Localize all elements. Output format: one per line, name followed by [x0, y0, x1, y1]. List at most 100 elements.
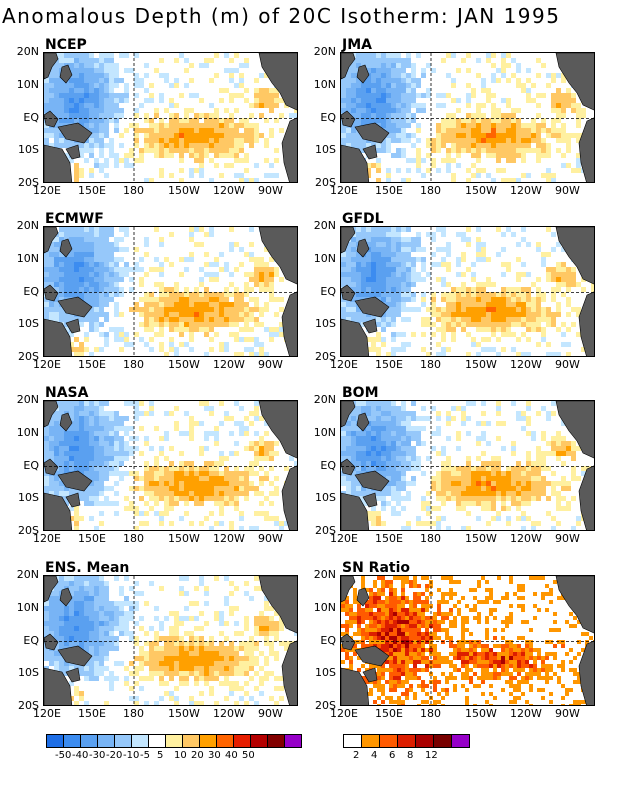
- land-mass: [258, 576, 297, 634]
- land-mass: [281, 640, 297, 705]
- latitude-label: 20N: [313, 568, 336, 581]
- longitude-label: 90W: [555, 707, 580, 720]
- latitude-label: 20S: [18, 699, 39, 712]
- land-mass: [341, 492, 370, 530]
- latitude-label: EQ: [23, 633, 39, 647]
- longitude-label: 150E: [375, 707, 403, 720]
- latitude-label: 10N: [313, 600, 336, 614]
- land-mass: [44, 227, 59, 254]
- land-mass: [258, 53, 297, 111]
- map-panel: NASA 20N 10N EQ 10S 20S 120E 150E 180 150W 120W 90W: [17, 385, 298, 545]
- land-mass: [341, 110, 356, 128]
- longitude-label: 120E: [330, 358, 358, 371]
- panel-title: NCEP: [45, 37, 87, 53]
- map-area: [43, 226, 298, 357]
- longitude-label: 120E: [330, 707, 358, 720]
- colorbar-label: -20: [106, 750, 123, 761]
- longitude-label: 120W: [213, 532, 245, 545]
- latitude-label: 20S: [315, 699, 336, 712]
- longitude-label: 150E: [78, 184, 106, 197]
- longitude-label: 120W: [510, 358, 542, 371]
- colorbar-swatch: [452, 735, 469, 747]
- colorbar-label: 50: [242, 750, 255, 761]
- map-area: [340, 52, 595, 183]
- latitude-label: 10N: [16, 77, 39, 91]
- longitude-label: 150W: [465, 532, 497, 545]
- colorbar-swatch: [217, 735, 234, 747]
- longitude-label: 150W: [168, 532, 200, 545]
- colorbar-label: -50: [55, 750, 72, 761]
- longitude-label: 90W: [555, 358, 580, 371]
- anomaly-field: [341, 401, 594, 530]
- latitude-label: 10S: [18, 491, 39, 505]
- latitude-label: 10N: [313, 251, 336, 265]
- land-mass: [341, 401, 356, 428]
- land-mass: [44, 667, 73, 705]
- land-mass: [356, 64, 370, 84]
- anomaly-field: [341, 53, 594, 182]
- panel-title: GFDL: [342, 211, 384, 227]
- land-mass: [362, 492, 378, 508]
- land-mass: [44, 284, 59, 302]
- land-mass: [555, 53, 594, 111]
- anomaly-field: [44, 227, 297, 356]
- longitude-label: 90W: [555, 184, 580, 197]
- colorbar-swatch: [251, 735, 268, 747]
- colorbar-label: 12: [425, 750, 438, 761]
- latitude-label: 20N: [313, 393, 336, 406]
- longitude-label: 90W: [555, 532, 580, 545]
- longitude-label: 150W: [168, 707, 200, 720]
- latitude-label: 20N: [16, 393, 39, 406]
- snr-colorbar: [343, 734, 470, 748]
- longitude-label: 90W: [258, 707, 283, 720]
- longitude-label: 150W: [168, 358, 200, 371]
- panel-title: BOM: [342, 385, 379, 401]
- latitude-label: 20S: [18, 350, 39, 363]
- land-mass: [362, 318, 378, 334]
- map-panel: ENS. Mean 20N 10N EQ 10S 20S 120E 150E 180 150W 12…: [17, 560, 298, 720]
- longitude-label: 120W: [510, 184, 542, 197]
- latitude-label: 20N: [313, 45, 336, 58]
- panel-title: SN Ratio: [342, 560, 411, 576]
- land-mass: [341, 227, 356, 254]
- land-mass: [578, 117, 594, 182]
- land-mass: [341, 633, 356, 651]
- land-mass: [341, 53, 356, 80]
- colorbar-swatch: [183, 735, 200, 747]
- land-mass: [57, 296, 93, 318]
- colorbar-swatch: [149, 735, 166, 747]
- latitude-label: 10S: [315, 317, 336, 331]
- land-mass: [65, 667, 81, 683]
- land-mass: [65, 318, 81, 334]
- latitude-label: 20N: [16, 219, 39, 232]
- longitude-label: 150E: [375, 532, 403, 545]
- colorbar-label: 4: [371, 750, 378, 761]
- land-mass: [44, 110, 59, 128]
- panel-title: NASA: [45, 385, 89, 401]
- latitude-label: 20S: [18, 524, 39, 537]
- land-mass: [57, 122, 93, 144]
- colorbar-swatch: [398, 735, 416, 747]
- latitude-label: EQ: [320, 284, 336, 298]
- longitude-label: 180: [123, 532, 144, 545]
- colorbar-swatch: [380, 735, 398, 747]
- colorbar-swatch: [98, 735, 115, 747]
- map-area: [43, 52, 298, 183]
- land-mass: [44, 53, 59, 80]
- land-mass: [341, 144, 370, 182]
- longitude-label: 90W: [258, 184, 283, 197]
- colorbar-swatch: [344, 735, 362, 747]
- longitude-label: 120W: [510, 707, 542, 720]
- longitude-label: 180: [123, 358, 144, 371]
- land-mass: [341, 667, 370, 705]
- map-panel: NCEP 20N 10N EQ 10S 20S 120E 150E 180 150W 120W 90W: [17, 37, 298, 197]
- latitude-label: 20N: [313, 219, 336, 232]
- land-mass: [65, 144, 81, 160]
- land-mass: [341, 318, 370, 356]
- land-mass: [362, 144, 378, 160]
- land-mass: [555, 401, 594, 459]
- colorbar-swatch: [434, 735, 452, 747]
- map-area: [340, 400, 595, 531]
- map-area: [43, 575, 298, 706]
- colorbar-label: -5: [140, 750, 150, 761]
